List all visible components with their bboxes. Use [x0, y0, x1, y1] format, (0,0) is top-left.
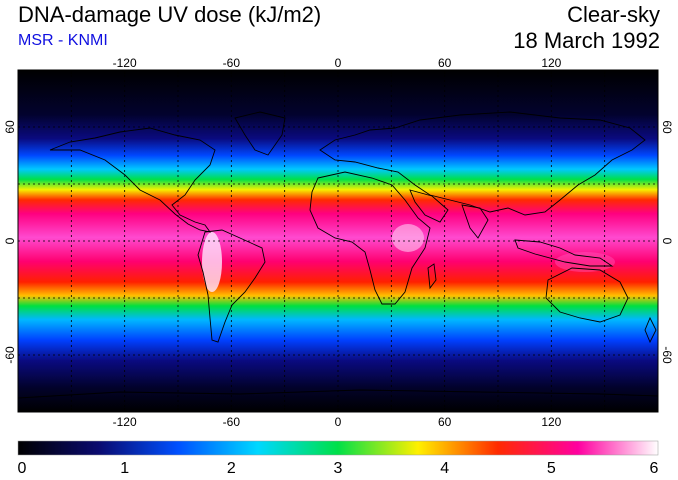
lat-tick-label-left: 60 [3, 120, 17, 134]
lon-tick-label-bottom: -60 [222, 415, 240, 429]
map-title: DNA-damage UV dose (kJ/m2) [18, 2, 322, 27]
lon-tick-label-bottom: -120 [112, 415, 137, 429]
frame-ticks [70, 70, 606, 412]
lat-tick-label-right: 0 [660, 237, 674, 245]
colorbar-label: 4 [440, 460, 450, 477]
colorbar-label: 3 [333, 460, 343, 477]
lon-tick-label-top: 0 [334, 56, 342, 70]
gridlines [18, 70, 658, 412]
lon-tick-label-top: -60 [222, 56, 240, 70]
colorbar-label: 1 [120, 460, 130, 477]
lat-tick-label-left: 0 [3, 237, 17, 245]
colorbar [18, 441, 658, 455]
lat-tick-label-right: 60 [660, 120, 674, 134]
lat-tick-label-left: -60 [3, 346, 17, 364]
lon-tick-label-top: -120 [112, 56, 137, 70]
lat-tick-label-right: -60 [660, 346, 674, 364]
colorbar-label: 6 [649, 460, 659, 477]
condition-label: Clear-sky [567, 2, 660, 27]
lon-tick-label-top: 120 [541, 56, 562, 70]
uv-features [202, 224, 615, 292]
date-label: 18 March 1992 [513, 28, 660, 53]
source-label: MSR - KNMI [18, 32, 108, 49]
coastlines [18, 111, 658, 399]
colorbar-label: 0 [17, 460, 27, 477]
lon-tick-label-bottom: 120 [541, 415, 562, 429]
lon-tick-label-bottom: 0 [334, 415, 342, 429]
lon-tick-label-bottom: 60 [437, 415, 452, 429]
colorbar-label: 2 [226, 460, 236, 477]
lon-tick-label-top: 60 [437, 56, 452, 70]
colorbar-label: 5 [546, 460, 556, 477]
